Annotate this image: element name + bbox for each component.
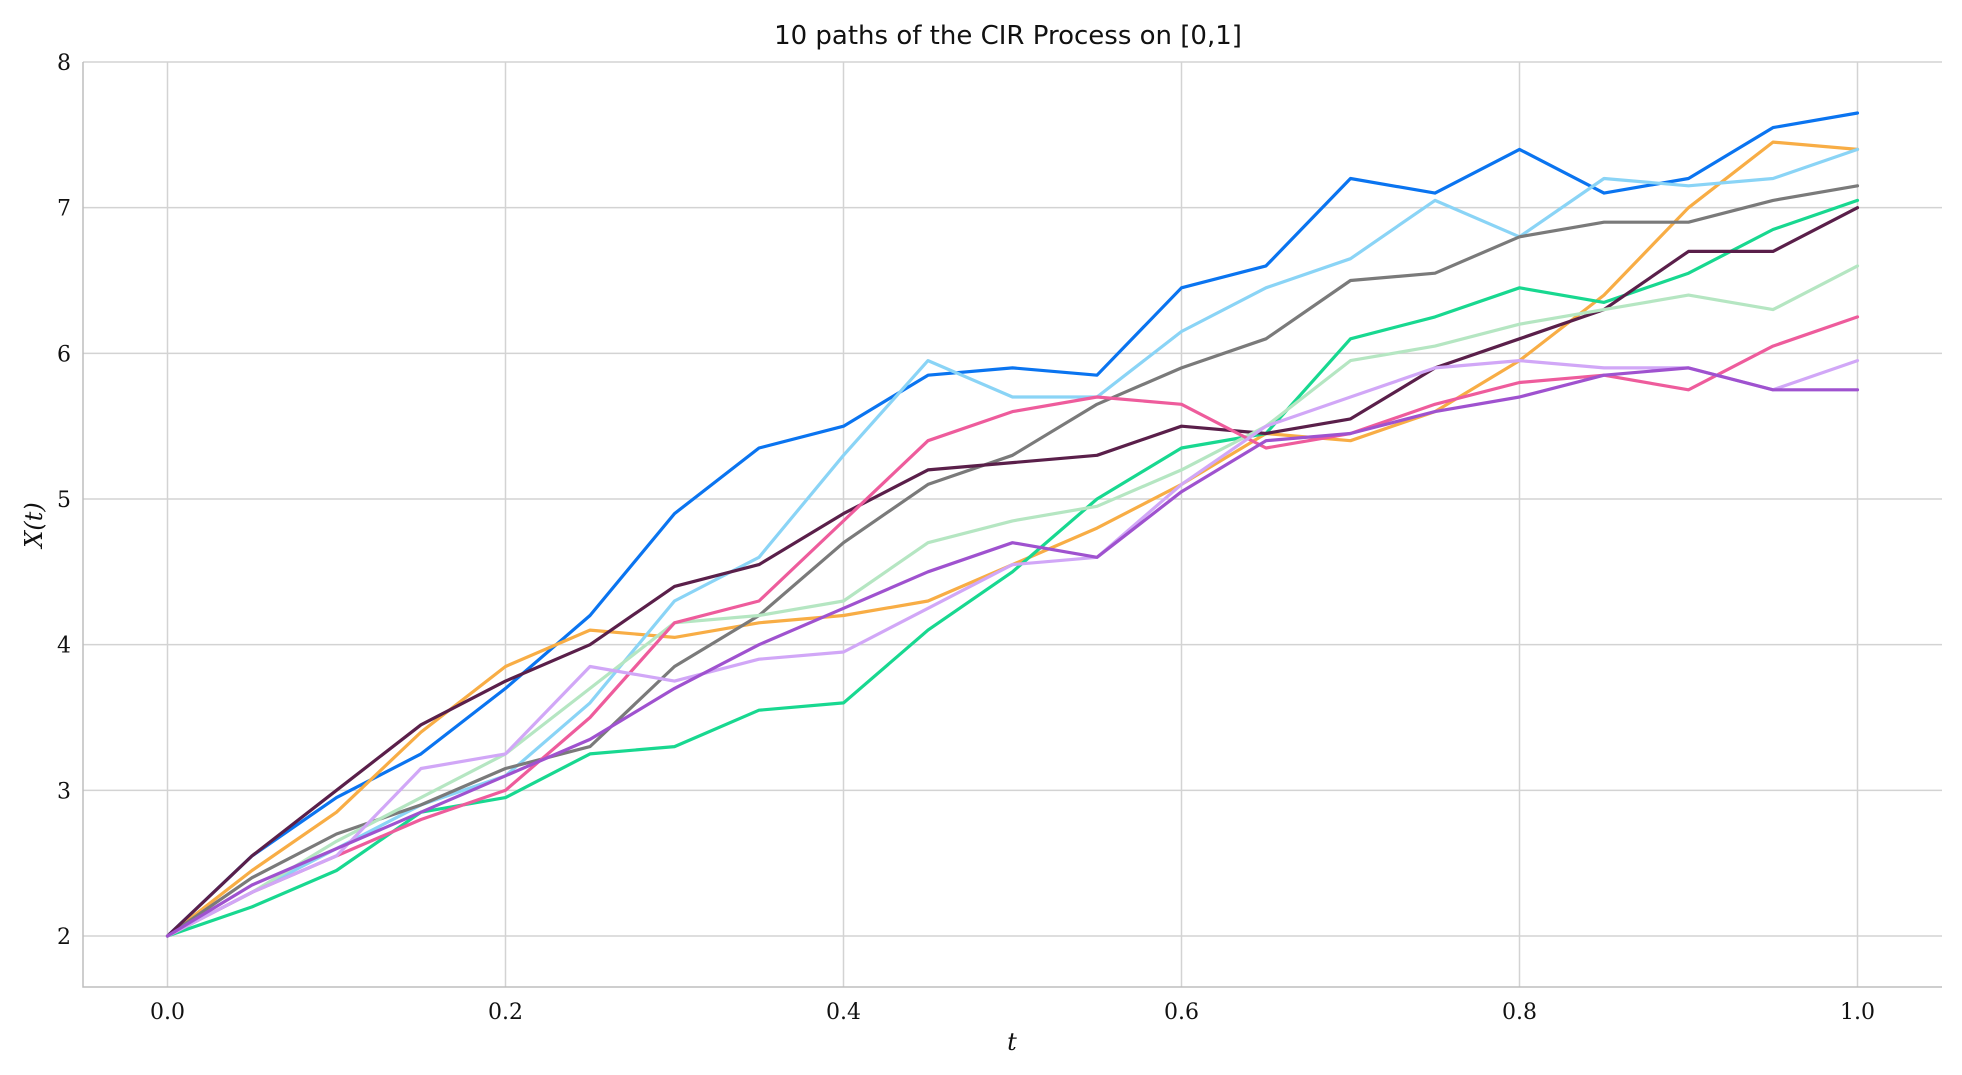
- series-line-3: [165, 198, 1860, 938]
- series-layer: [165, 111, 1860, 938]
- y-tick-label: 6: [57, 342, 71, 367]
- series-line-5: [165, 184, 1860, 938]
- y-tick-label: 3: [57, 779, 71, 804]
- series-line-10: [165, 366, 1860, 938]
- series-line-8: [165, 315, 1860, 938]
- x-tick-label: 0.8: [1502, 1000, 1537, 1025]
- series-line-9: [165, 359, 1860, 938]
- chart-title: 10 paths of the CIR Process on [0,1]: [774, 21, 1242, 51]
- axes-spines: [82, 62, 1942, 988]
- x-tick-label: 0.6: [1164, 1000, 1199, 1025]
- grid-lines: [83, 61, 1942, 987]
- x-tick-label: 0.4: [826, 1000, 861, 1025]
- x-tick-label: 1.0: [1840, 1000, 1875, 1025]
- x-tick-label: 0.0: [150, 1000, 185, 1025]
- y-axis-label: X(t): [20, 502, 48, 549]
- series-line-7: [165, 264, 1860, 938]
- series-line-2: [165, 140, 1860, 938]
- y-tick-label: 2: [57, 925, 71, 950]
- x-tick-label: 0.2: [488, 1000, 523, 1025]
- x-tick-labels: 0.0 0.2 0.4 0.6 0.8 1.0: [150, 1000, 1875, 1025]
- series-line-4: [165, 147, 1860, 938]
- y-tick-label: 8: [57, 51, 71, 76]
- y-tick-label: 4: [57, 634, 71, 659]
- x-axis-label: t: [1007, 1028, 1017, 1056]
- y-tick-labels: 2 3 4 5 6 7 8: [57, 51, 71, 950]
- series-line-6: [165, 206, 1860, 938]
- y-tick-label: 7: [57, 197, 71, 222]
- y-tick-label: 5: [57, 488, 71, 513]
- series-line-1: [165, 111, 1860, 938]
